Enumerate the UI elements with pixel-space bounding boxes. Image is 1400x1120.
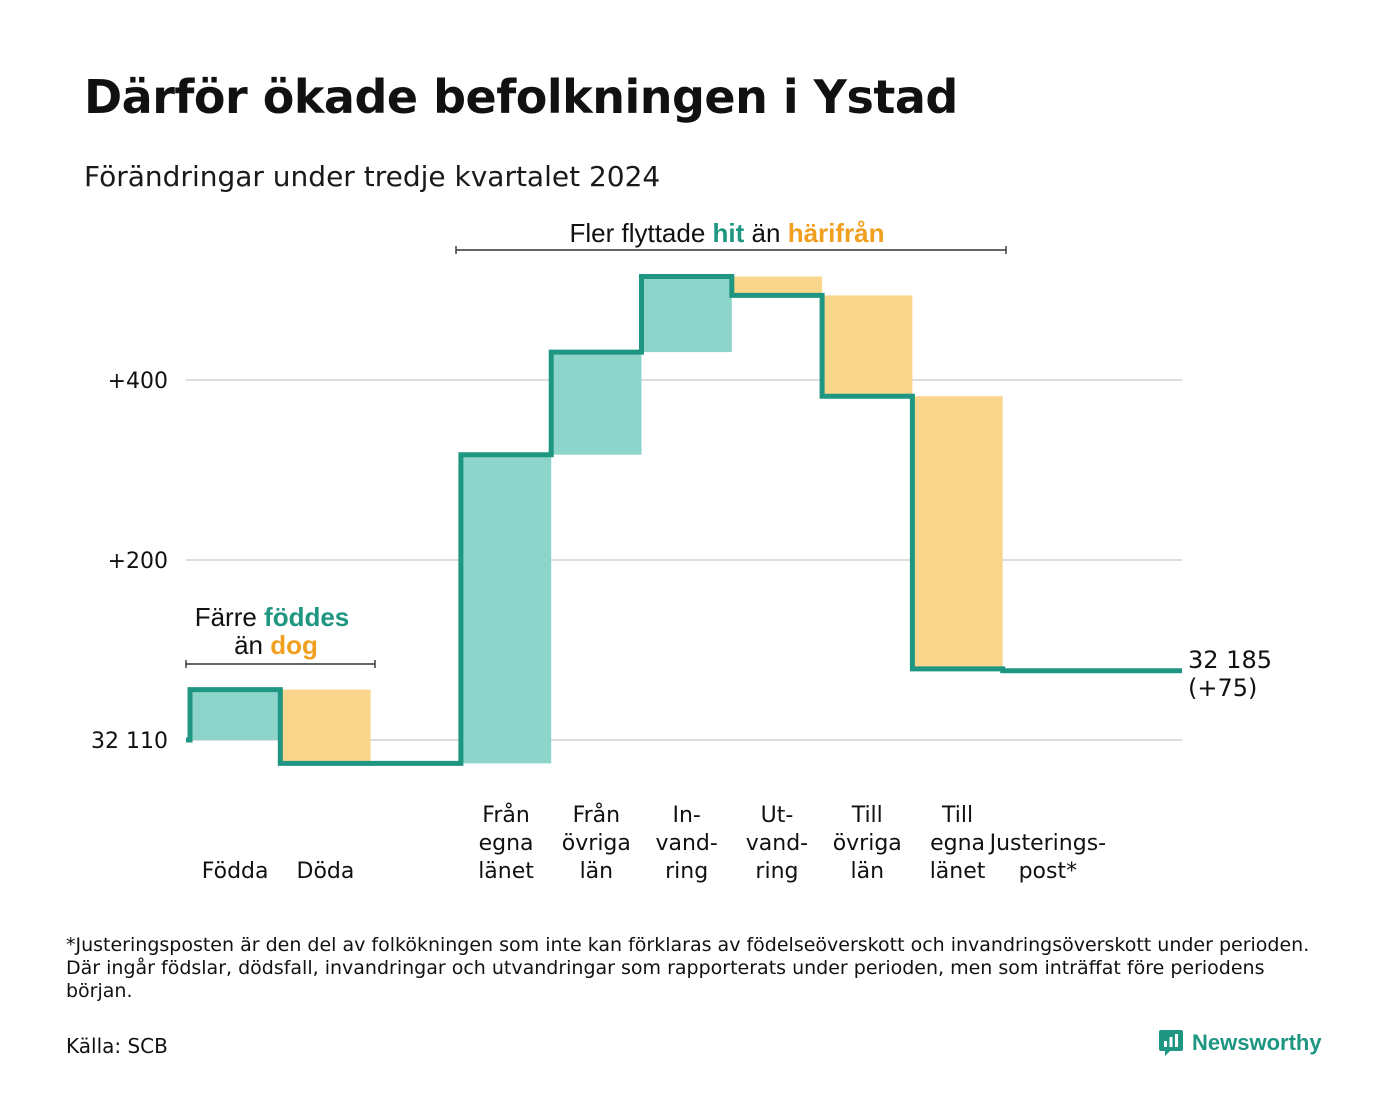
grid-lines (186, 379, 1182, 741)
end-value-label: 32 185 (+75) (1188, 646, 1272, 702)
annotation-bracket (185, 660, 376, 668)
y-tick-label: +200 (108, 549, 168, 574)
end-value-label: 32 185 (+75) (1188, 646, 1272, 702)
x-axis-label: Till egna länet (930, 803, 986, 884)
bar-increase (460, 454, 552, 764)
brand-logo: Newsworthy (1158, 1028, 1322, 1058)
bar-decrease (731, 276, 823, 296)
cumulative-step-line (186, 274, 1182, 766)
x-axis-label: Till övriga län (833, 803, 902, 884)
chart-subtitle: Förändringar under tredje kvartalet 2024 (84, 160, 661, 193)
x-axis-labels: Födda Döda Från egna länet Från övriga län In-va… (202, 802, 1106, 884)
footnote: *Justeringsposten är den del av folkökni… (66, 934, 1310, 1002)
bar-decrease (822, 295, 913, 397)
bar-decrease (280, 689, 371, 764)
bar-increase (190, 689, 281, 740)
x-axis-label: In-vand-ring (655, 803, 717, 884)
x-axis-label: Från egna länet (478, 802, 534, 884)
y-tick-label: +400 (108, 369, 168, 394)
bars (190, 276, 1003, 764)
annotations: Fler flyttade hit än härifrån Färre födde… (185, 218, 1007, 668)
annotation-bracket (455, 246, 1007, 254)
x-axis-label: Justerings-post* (988, 831, 1107, 884)
y-tick-label: 32 110 (91, 729, 168, 754)
brand-name: Newsworthy (1192, 1030, 1322, 1055)
y-axis-ticks: 32 110 +200 +400 (91, 369, 168, 754)
births-annotation-line1: Färre föddes (195, 602, 350, 632)
x-axis-label: Ut-vand-ring (746, 803, 808, 884)
bar-increase (551, 352, 642, 455)
bar-decrease (912, 396, 1003, 669)
waterfall-chart: 32 110 +200 +400 Födda Döda Från egna länet Frå… (91, 218, 1272, 884)
chart-title: Därför ökade befolkningen i Ystad (84, 70, 958, 124)
migration-annotation: Fler flyttade hit än härifrån (569, 218, 884, 248)
source-text: Källa: SCB (66, 1034, 168, 1058)
bar-increase (641, 276, 732, 353)
step-line (186, 274, 1182, 766)
x-axis-label: Födda (202, 859, 269, 884)
x-axis-label: Döda (297, 859, 355, 884)
births-annotation-line2: än dog (234, 630, 318, 660)
x-axis-label: Från övriga län (562, 802, 631, 884)
newsworthy-logo-icon (1159, 1030, 1183, 1056)
